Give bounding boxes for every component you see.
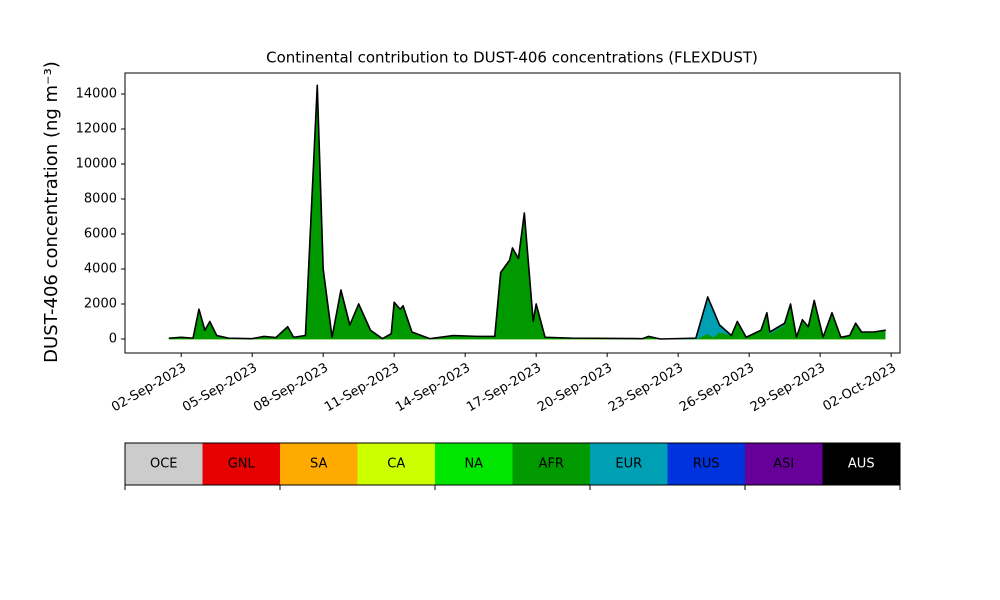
colorbar: OCE GNL SA CA NA AFR EUR RUS ASI AUS <box>124 442 901 490</box>
axes-frame <box>124 72 901 354</box>
colorbar-swatch <box>590 443 668 485</box>
legend-label: GNL <box>228 457 256 472</box>
y-tick-label: 10000 <box>76 157 117 172</box>
legend-label: EUR <box>615 457 642 472</box>
plot-area <box>168 84 887 340</box>
legend-label: AFR <box>539 457 564 472</box>
y-tick-label: 12000 <box>76 122 117 137</box>
colorbar-swatch <box>280 443 358 485</box>
legend-label: RUS <box>693 457 720 472</box>
stack-area <box>168 84 887 340</box>
y-tick-label: 4000 <box>84 262 117 277</box>
colorbar-frame <box>124 442 901 486</box>
colorbar-swatch <box>357 443 435 485</box>
x-tick-label: 02-Oct-2023 <box>820 361 898 415</box>
legend-label: CA <box>387 457 405 472</box>
y-tick-label: 8000 <box>84 192 117 207</box>
y-tick-label: 0 <box>109 332 117 347</box>
colorbar-swatch <box>435 443 513 485</box>
colorbar-swatch <box>822 443 900 485</box>
x-tick-label: 14-Sep-2023 <box>393 361 473 416</box>
colorbar-swatch <box>512 443 590 485</box>
x-tick-label: 23-Sep-2023 <box>606 361 686 416</box>
colorbar-swatch <box>202 443 280 485</box>
x-tick-label: 20-Sep-2023 <box>535 361 615 416</box>
x-tick-label: 08-Sep-2023 <box>251 361 331 416</box>
chart-title: Continental contribution to DUST-406 con… <box>266 49 758 67</box>
legend-label: NA <box>464 457 483 472</box>
x-tick-label: 11-Sep-2023 <box>322 361 402 416</box>
x-tick-label: 29-Sep-2023 <box>748 361 828 416</box>
x-tick-label: 02-Sep-2023 <box>109 361 189 416</box>
colorbar-swatch <box>745 443 823 485</box>
legend-label: OCE <box>150 457 178 472</box>
x-tick-label: 17-Sep-2023 <box>464 361 544 416</box>
colorbar-swatch <box>125 443 203 485</box>
y-tick-label: 6000 <box>84 227 117 242</box>
x-tick-label: 05-Sep-2023 <box>180 361 260 416</box>
legend-label: SA <box>310 457 327 472</box>
stack-area <box>169 84 886 340</box>
y-tick-label: 2000 <box>84 297 117 312</box>
colorbar-swatch <box>667 443 745 485</box>
legend-label: AUS <box>848 457 875 472</box>
y-axis-label: DUST-406 concentration (ng m⁻³) <box>41 61 62 363</box>
x-tick-label: 26-Sep-2023 <box>677 361 757 416</box>
y-tick-label: 14000 <box>76 87 117 102</box>
legend-label: ASI <box>773 457 794 472</box>
